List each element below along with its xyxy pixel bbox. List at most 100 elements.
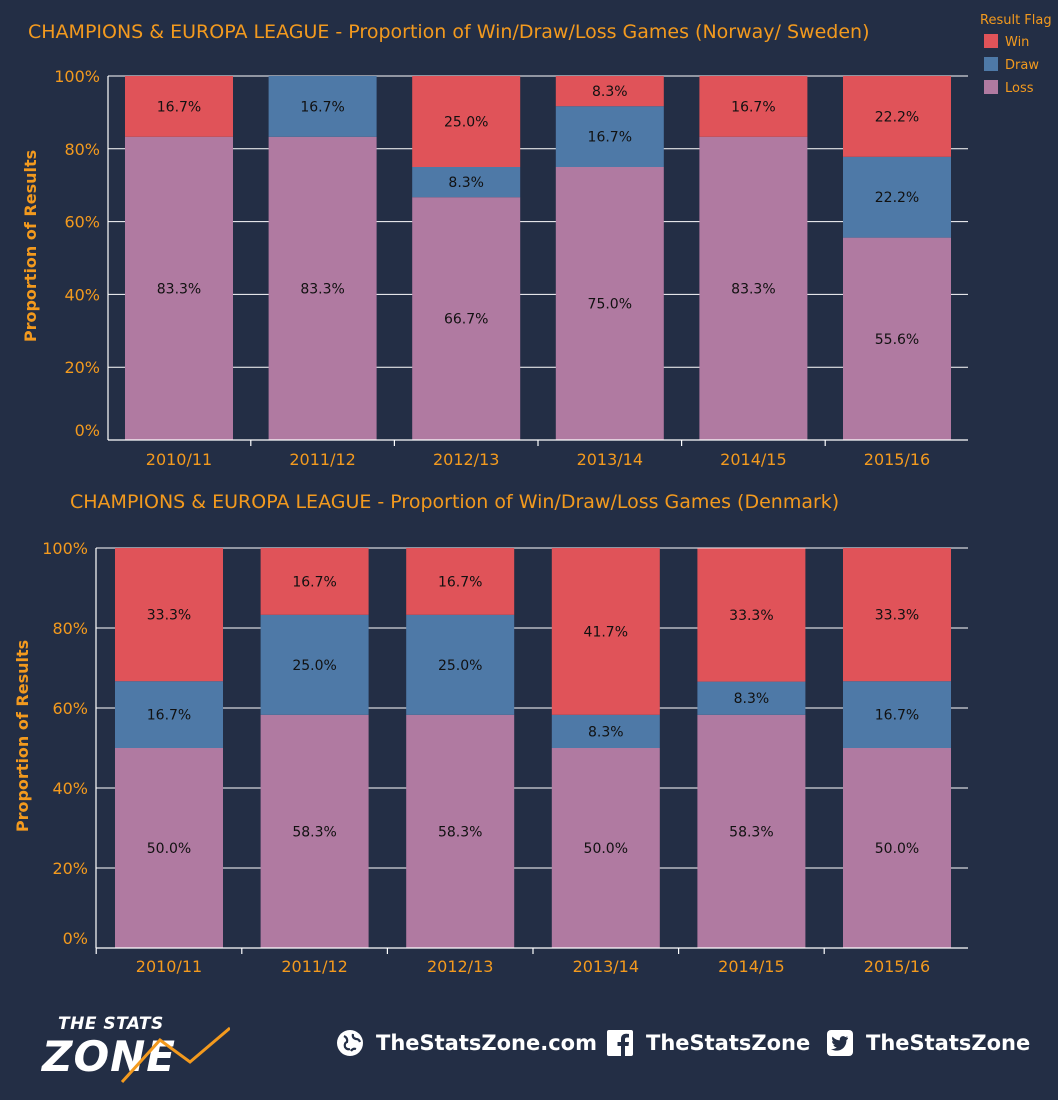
bar-segment-draw: [115, 681, 223, 748]
data-label: 8.3%: [592, 84, 628, 100]
bar-segment-loss: [260, 714, 369, 948]
x-tick-label: 2012/13: [427, 957, 493, 976]
x-tick-label: 2013/14: [577, 450, 643, 469]
y-tick-label: 0%: [75, 421, 100, 440]
bar-segment-draw: [551, 714, 660, 748]
data-label: 58.3%: [292, 824, 336, 840]
y-tick-label: 60%: [52, 699, 88, 718]
y-tick-label: 40%: [64, 285, 100, 304]
bar-segment-win: [843, 548, 951, 682]
bar-segment-win: [843, 76, 951, 157]
logo-line2: ZONE: [42, 1032, 176, 1081]
bar-segment-win: [125, 76, 233, 137]
x-tick-label: 2014/15: [720, 450, 786, 469]
bar-segment-draw: [268, 76, 377, 137]
data-label: 50.0%: [147, 841, 191, 857]
data-label: 25.0%: [292, 658, 336, 674]
chart-2-title: CHAMPIONS & EUROPA LEAGUE - Proportion o…: [70, 491, 839, 513]
bar-segment-loss: [115, 748, 223, 948]
y-tick-label: 60%: [64, 213, 100, 232]
x-tick-label: 2010/11: [146, 450, 212, 469]
bar-segment-win: [115, 548, 223, 682]
data-label: 16.7%: [438, 574, 482, 590]
bar-segment-loss: [125, 136, 233, 440]
bar-segment-draw: [843, 156, 951, 238]
bar-segment-loss: [412, 197, 521, 440]
bar-segment-win: [697, 548, 806, 682]
x-tick-label: 2011/12: [289, 450, 355, 469]
bar-segment-win: [406, 548, 515, 615]
y-tick-label: 100%: [42, 539, 88, 558]
bar-segment-loss: [268, 136, 377, 440]
legend-label-draw: Draw: [1005, 58, 1039, 73]
chart-2-plot: 0% 20% 40% 60% 80% 100% Proportion of Results 5…: [13, 539, 968, 976]
x-tick-label: 2011/12: [281, 957, 347, 976]
data-label: 8.3%: [588, 724, 624, 740]
facebook-link[interactable]: TheStatsZone: [606, 1028, 810, 1058]
data-label: 83.3%: [157, 281, 201, 297]
bar-segment-draw: [406, 614, 515, 715]
data-label: 25.0%: [444, 115, 488, 131]
data-label: 8.3%: [448, 175, 484, 191]
data-label: 55.6%: [875, 332, 919, 348]
facebook-label: TheStatsZone: [646, 1031, 811, 1055]
bar-segment-loss: [699, 136, 808, 440]
bar-segment-draw: [412, 167, 521, 198]
data-label: 16.7%: [300, 99, 344, 115]
data-label: 75.0%: [588, 297, 632, 313]
bar-segment-draw: [697, 681, 806, 715]
y-tick-label: 40%: [52, 779, 88, 798]
data-label: 16.7%: [157, 99, 201, 115]
twitter-link[interactable]: TheStatsZone: [826, 1028, 1030, 1058]
data-label: 33.3%: [147, 608, 191, 624]
bar-segment-loss: [843, 748, 951, 948]
bar-segment-draw: [843, 681, 951, 748]
legend-label-loss: Loss: [1005, 81, 1034, 96]
data-label: 22.2%: [875, 190, 919, 206]
legend-swatch-win: [984, 34, 998, 48]
y-tick-label: 20%: [64, 358, 100, 377]
data-label: 66.7%: [444, 312, 488, 328]
data-label: 16.7%: [292, 574, 336, 590]
logo-swoosh-icon: [120, 1026, 230, 1084]
legend-label-win: Win: [1005, 35, 1029, 50]
data-label: 41.7%: [584, 624, 628, 640]
y-tick-label: 100%: [54, 67, 100, 86]
logo-line1: THE STATS: [58, 1014, 164, 1034]
chart-1-plot: 0% 20% 40% 60% 80% 100% Proportion of Results 8…: [21, 67, 968, 469]
data-label: 16.7%: [588, 130, 632, 146]
bar-segment-loss: [843, 237, 951, 440]
data-label: 22.2%: [875, 109, 919, 125]
data-label: 58.3%: [729, 824, 773, 840]
x-tick-label: 2012/13: [433, 450, 499, 469]
bar-segment-loss: [551, 748, 660, 948]
data-label: 25.0%: [438, 658, 482, 674]
x-tick-label: 2010/11: [136, 957, 202, 976]
twitter-label: TheStatsZone: [866, 1031, 1031, 1055]
data-label: 16.7%: [875, 708, 919, 724]
bar-segment-draw: [260, 614, 369, 715]
data-label: 83.3%: [731, 281, 775, 297]
data-label: 58.3%: [438, 824, 482, 840]
y-axis-label: Proportion of Results: [13, 640, 32, 832]
y-tick-label: 80%: [52, 619, 88, 638]
y-tick-label: 80%: [64, 140, 100, 159]
charts-canvas: CHAMPIONS & EUROPA LEAGUE - Proportion o…: [13, 13, 1052, 976]
data-label: 50.0%: [875, 841, 919, 857]
legend-swatch-loss: [984, 80, 998, 94]
data-label: 33.3%: [875, 608, 919, 624]
legend: Result Flag Win Draw Loss: [980, 13, 1052, 96]
bar-segment-win: [551, 548, 660, 715]
bar-segment-win: [412, 76, 521, 167]
facebook-icon: [607, 1030, 633, 1056]
data-label: 16.7%: [147, 708, 191, 724]
website-link[interactable]: TheStatsZone.com: [336, 1028, 597, 1058]
y-axis-label: Proportion of Results: [21, 150, 40, 342]
y-tick-label: 0%: [63, 929, 88, 948]
bar-segment-loss: [555, 167, 664, 440]
x-tick-label: 2013/14: [573, 957, 639, 976]
bar-segment-loss: [697, 714, 806, 948]
x-tick-label: 2015/16: [864, 450, 930, 469]
data-label: 83.3%: [300, 281, 344, 297]
x-tick-label: 2015/16: [864, 957, 930, 976]
